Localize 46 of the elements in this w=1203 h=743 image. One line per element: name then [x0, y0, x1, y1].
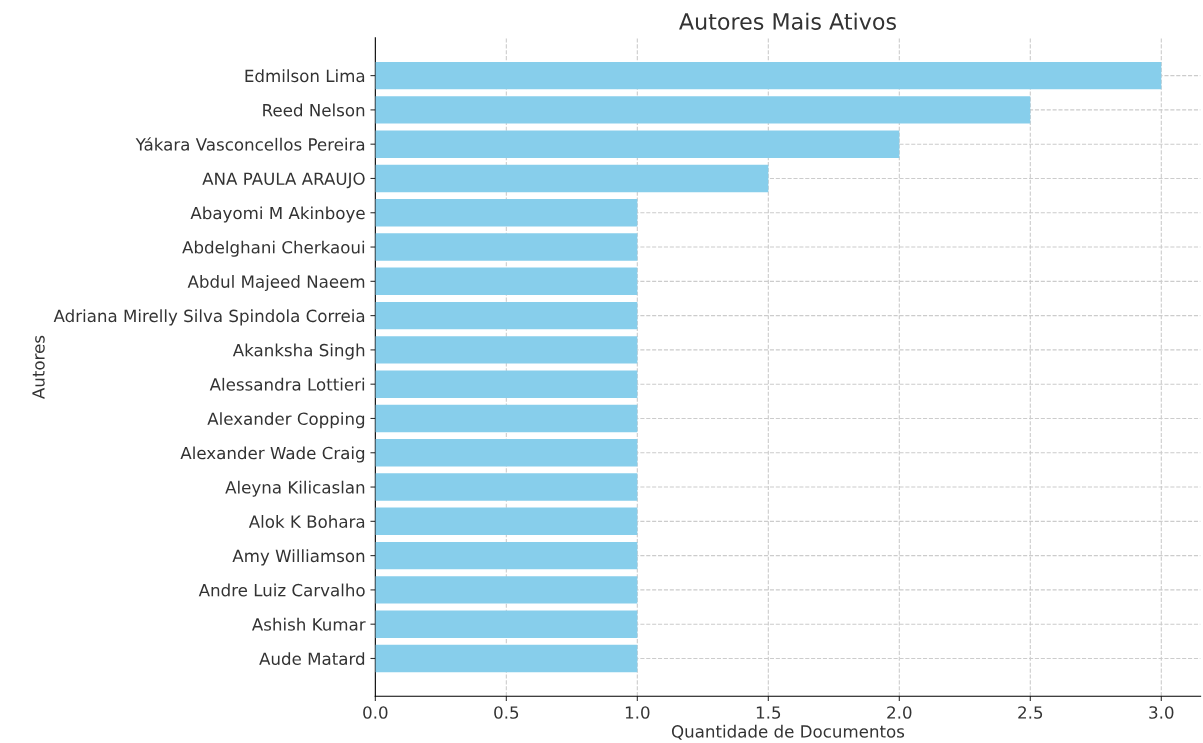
- bar: [375, 96, 1031, 124]
- x-tick-label: 1.5: [756, 706, 781, 719]
- bar: [375, 610, 638, 638]
- y-tick-label: Alexander Copping: [207, 412, 365, 429]
- bar: [375, 370, 638, 398]
- y-tick-label: Yákara Vasconcellos Pereira: [135, 137, 365, 151]
- y-axis-title: Autores: [32, 335, 45, 399]
- bar: [375, 164, 769, 193]
- x-tick-label: 1.0: [625, 706, 650, 719]
- bar: [375, 130, 900, 158]
- y-tick-label: Akanksha Singh: [232, 343, 365, 360]
- x-tick-label: 2.5: [1018, 706, 1043, 719]
- bar: [375, 267, 638, 296]
- x-tick-label: 0.0: [363, 706, 388, 719]
- bar: [375, 541, 638, 570]
- x-tick-label: 3.0: [1149, 706, 1174, 719]
- bar: [375, 576, 638, 604]
- y-tick-label: Abdelghani Cherkaoui: [182, 240, 365, 257]
- bar: [375, 507, 638, 536]
- y-tick-label: Ashish Kumar: [251, 617, 366, 631]
- y-tick-label: Aude Matard: [259, 652, 365, 666]
- bar: [375, 404, 638, 433]
- bar: [375, 439, 638, 467]
- y-tick-label: Amy Williamson: [232, 549, 365, 566]
- bar: [375, 199, 638, 227]
- y-tick-label: Alok K Bohara: [248, 515, 365, 528]
- x-tick-label: 2.0: [887, 706, 912, 719]
- chart-title: Autores Mais Ativos: [679, 12, 896, 30]
- bar: [375, 233, 638, 261]
- bar: [375, 301, 638, 330]
- y-tick-label: Edmilson Lima: [245, 69, 365, 83]
- x-tick-label: 0.5: [494, 706, 519, 719]
- x-axis-title: Quantidade de Documentos: [671, 724, 905, 740]
- y-tick-label: Alessandra Lottieri: [209, 377, 365, 391]
- y-tick-label: Abdul Majeed Naeem: [187, 274, 365, 292]
- bar: [375, 61, 1162, 90]
- bar: [375, 473, 638, 501]
- y-tick-label: ANA PAULA ARAUJO: [202, 172, 365, 189]
- y-tick-label: Aleyna Kilicaslan: [225, 480, 365, 497]
- y-tick-label: Alexander Wade Craig: [180, 446, 365, 463]
- bar: [375, 644, 638, 673]
- y-tick-label: Abayomi M Akinboye: [190, 206, 365, 223]
- y-tick-label: Reed Nelson: [263, 103, 365, 117]
- bar: [375, 336, 638, 364]
- y-tick-label: Adriana Mirelly Silva Spindola Correia: [53, 309, 365, 326]
- y-tick-label: Andre Luiz Carvalho: [198, 583, 365, 597]
